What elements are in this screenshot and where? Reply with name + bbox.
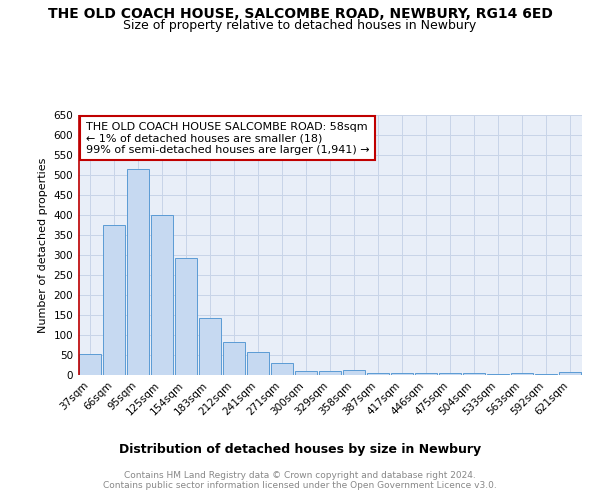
Bar <box>487 374 509 375</box>
Bar <box>79 354 101 375</box>
Bar <box>223 342 245 375</box>
Text: Distribution of detached houses by size in Newbury: Distribution of detached houses by size … <box>119 442 481 456</box>
Y-axis label: Number of detached properties: Number of detached properties <box>38 158 48 332</box>
Bar <box>559 372 581 375</box>
Bar <box>463 373 485 375</box>
Bar <box>271 362 293 375</box>
Text: THE OLD COACH HOUSE SALCOMBE ROAD: 58sqm
← 1% of detached houses are smaller (18: THE OLD COACH HOUSE SALCOMBE ROAD: 58sqm… <box>86 122 369 154</box>
Bar <box>127 169 149 375</box>
Bar <box>199 318 221 375</box>
Bar <box>415 373 437 375</box>
Bar <box>367 373 389 375</box>
Text: Size of property relative to detached houses in Newbury: Size of property relative to detached ho… <box>124 19 476 32</box>
Bar <box>151 215 173 375</box>
Bar <box>511 373 533 375</box>
Bar <box>175 258 197 375</box>
Text: Contains HM Land Registry data © Crown copyright and database right 2024.
Contai: Contains HM Land Registry data © Crown c… <box>103 471 497 490</box>
Bar <box>103 225 125 375</box>
Bar <box>391 373 413 375</box>
Bar <box>535 374 557 375</box>
Bar <box>319 371 341 375</box>
Bar <box>295 371 317 375</box>
Text: THE OLD COACH HOUSE, SALCOMBE ROAD, NEWBURY, RG14 6ED: THE OLD COACH HOUSE, SALCOMBE ROAD, NEWB… <box>47 8 553 22</box>
Bar <box>247 352 269 375</box>
Bar <box>439 373 461 375</box>
Bar <box>343 370 365 375</box>
